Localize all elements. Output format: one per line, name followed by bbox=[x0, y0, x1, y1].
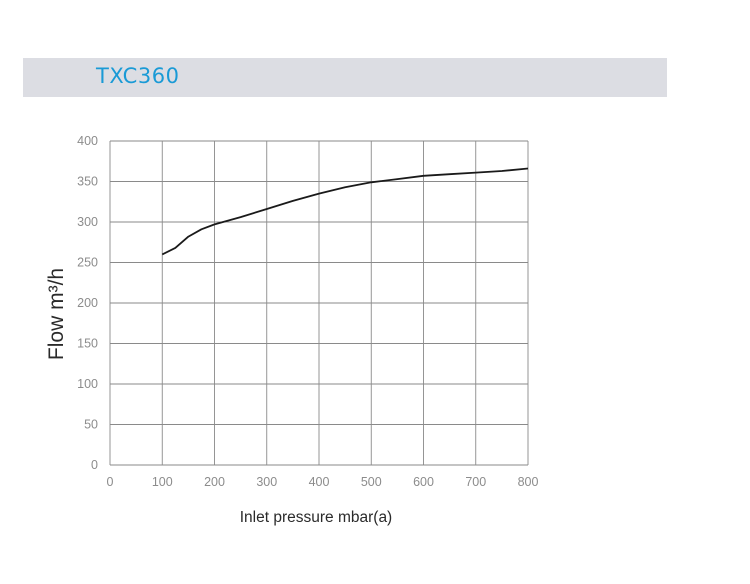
y-tick-label: 300 bbox=[77, 215, 98, 229]
x-tick-label: 300 bbox=[256, 475, 277, 489]
x-tick-label: 400 bbox=[309, 475, 330, 489]
y-tick-label: 200 bbox=[77, 296, 98, 310]
y-tick-label: 100 bbox=[77, 377, 98, 391]
chart-title: TXC360 bbox=[96, 64, 180, 88]
y-tick-labels: 0 50 100 150 200 250 300 350 400 bbox=[77, 134, 98, 472]
y-tick-label: 400 bbox=[77, 134, 98, 148]
y-tick-label: 350 bbox=[77, 175, 98, 189]
grid bbox=[109, 140, 529, 466]
series-layer bbox=[161, 167, 529, 256]
x-tick-label: 0 bbox=[107, 475, 114, 489]
series-line bbox=[161, 167, 529, 256]
y-tick-label: 50 bbox=[84, 418, 98, 432]
x-tick-label: 700 bbox=[465, 475, 486, 489]
y-tick-label: 150 bbox=[77, 337, 98, 351]
x-axis-label: Inlet pressure mbar(a) bbox=[240, 509, 392, 526]
y-tick-label: 0 bbox=[91, 458, 98, 472]
x-tick-label: 100 bbox=[152, 475, 173, 489]
x-tick-labels: 0 100 200 300 400 500 600 700 800 bbox=[107, 475, 539, 489]
y-tick-label: 250 bbox=[77, 256, 98, 270]
x-tick-label: 200 bbox=[204, 475, 225, 489]
x-tick-label: 600 bbox=[413, 475, 434, 489]
title-band: TXC360 bbox=[23, 58, 667, 97]
x-tick-label: 500 bbox=[361, 475, 382, 489]
x-tick-label: 800 bbox=[518, 475, 539, 489]
y-axis-label: Flow m³/h bbox=[45, 268, 68, 360]
